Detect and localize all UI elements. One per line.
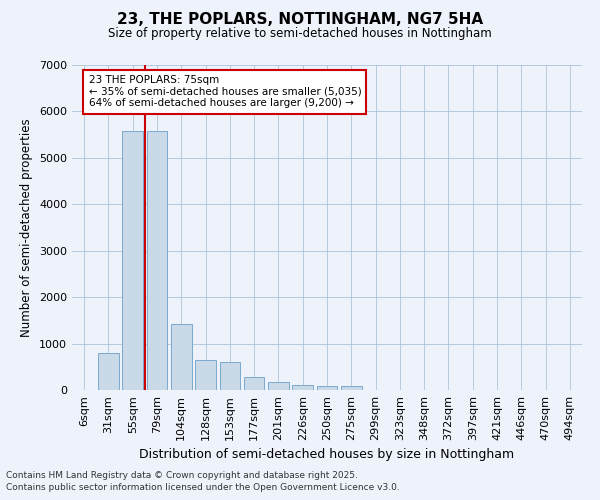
X-axis label: Distribution of semi-detached houses by size in Nottingham: Distribution of semi-detached houses by … — [139, 448, 515, 462]
Text: 23 THE POPLARS: 75sqm
← 35% of semi-detached houses are smaller (5,035)
64% of s: 23 THE POPLARS: 75sqm ← 35% of semi-deta… — [89, 75, 361, 108]
Bar — [98, 353, 119, 390]
Text: 23, THE POPLARS, NOTTINGHAM, NG7 5HA: 23, THE POPLARS, NOTTINGHAM, NG7 5HA — [117, 12, 483, 28]
Bar — [268, 382, 289, 390]
Bar — [220, 362, 240, 390]
Bar — [146, 131, 167, 390]
Bar — [122, 131, 143, 390]
Bar — [195, 360, 216, 390]
Bar — [317, 386, 337, 390]
Text: Size of property relative to semi-detached houses in Nottingham: Size of property relative to semi-detach… — [108, 28, 492, 40]
Bar — [341, 386, 362, 390]
Y-axis label: Number of semi-detached properties: Number of semi-detached properties — [20, 118, 34, 337]
Bar — [171, 324, 191, 390]
Text: Contains HM Land Registry data © Crown copyright and database right 2025.: Contains HM Land Registry data © Crown c… — [6, 470, 358, 480]
Bar — [244, 376, 265, 390]
Text: Contains public sector information licensed under the Open Government Licence v3: Contains public sector information licen… — [6, 483, 400, 492]
Bar — [292, 385, 313, 390]
